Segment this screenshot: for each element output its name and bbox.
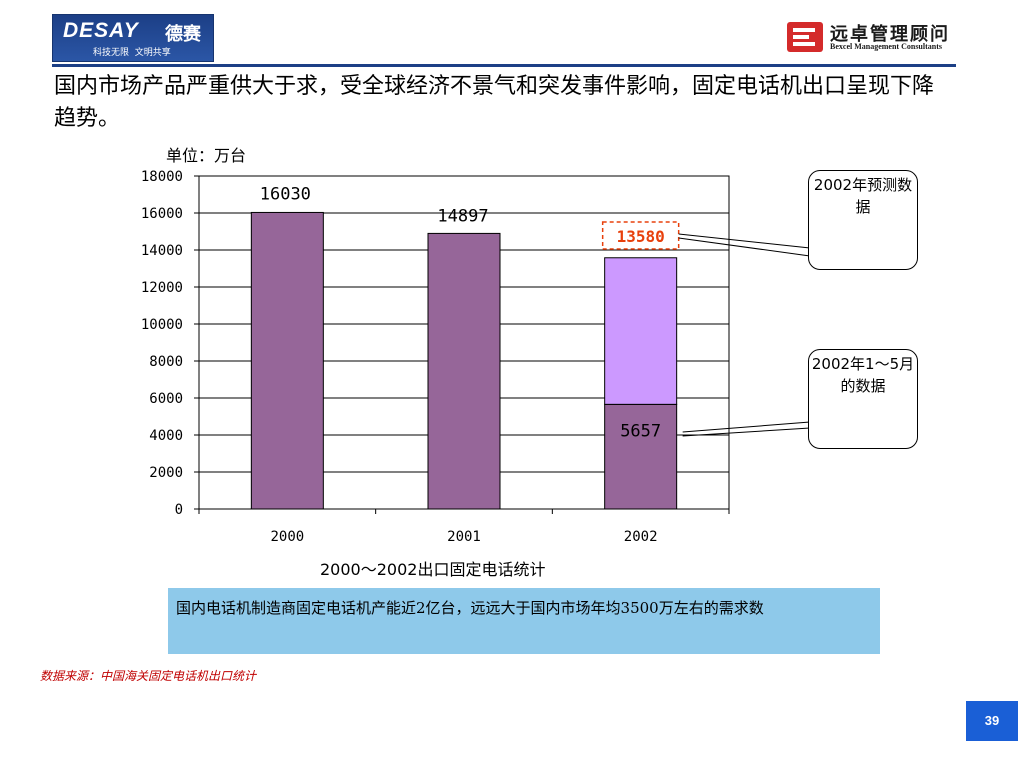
y-tick-label: 8000 bbox=[149, 354, 183, 370]
source-note: 数据来源：中国海关固定电话机出口统计 bbox=[40, 669, 257, 683]
callout-leaders bbox=[678, 233, 811, 437]
desay-logo-brand: DESAY bbox=[63, 19, 139, 42]
y-tick-label: 0 bbox=[175, 502, 183, 518]
bar-2001-series-1 bbox=[427, 232, 501, 510]
x-tick-label: 2000 bbox=[270, 529, 304, 545]
chart-bars bbox=[250, 211, 678, 510]
ytd-leader-line-1 bbox=[682, 421, 811, 433]
forecast-label-box bbox=[601, 221, 680, 250]
data-label-2000: 16030 bbox=[260, 184, 311, 204]
desay-logo-brand-cn: 德赛 bbox=[165, 24, 201, 45]
x-tick-label: 2002 bbox=[624, 529, 658, 545]
bar-2002-series-2 bbox=[604, 257, 678, 405]
y-axis-ticks: 0 2000 4000 6000 8000 10000 12000 14000 16000 180… bbox=[141, 169, 730, 518]
data-label-2001: 14897 bbox=[437, 206, 488, 226]
chart-caption: 2000～2002出口固定电话统计 bbox=[320, 560, 546, 579]
forecast-label: 13580 bbox=[617, 227, 665, 246]
callout-ytd: 2002年1～5月的数据 bbox=[808, 349, 918, 449]
bar-2000-series-1 bbox=[250, 211, 324, 510]
y-tick-label: 6000 bbox=[149, 391, 183, 407]
bexcel-logo-name-cn: 远卓管理顾问 bbox=[830, 24, 950, 45]
y-tick-label: 10000 bbox=[141, 317, 183, 333]
page-number: 39 bbox=[966, 701, 1018, 741]
ytd-leader-line-2 bbox=[682, 427, 811, 437]
x-axis-labels: 2000 2001 2002 bbox=[270, 529, 657, 545]
bexcel-logo-icon bbox=[787, 22, 823, 52]
bexcel-logo-name-en: Bexcel Management Consultants bbox=[830, 42, 942, 51]
x-tick-label: 2001 bbox=[447, 529, 481, 545]
data-label-2002: 5657 bbox=[620, 421, 661, 441]
header-divider bbox=[52, 64, 956, 67]
y-tick-label: 12000 bbox=[141, 280, 183, 296]
y-tick-label: 16000 bbox=[141, 206, 183, 222]
y-tick-label: 14000 bbox=[141, 243, 183, 259]
data-labels: 16030 14897 5657 13580 bbox=[260, 184, 680, 441]
forecast-leader-line-2 bbox=[678, 237, 811, 257]
y-tick-label: 4000 bbox=[149, 428, 183, 444]
chart-unit-label: 单位：万台 bbox=[166, 146, 247, 165]
bar-2002-series-1 bbox=[604, 403, 678, 510]
y-tick-label: 2000 bbox=[149, 465, 183, 481]
callout-forecast: 2002年预测数据 bbox=[808, 170, 918, 270]
y-tick-label: 18000 bbox=[141, 169, 183, 185]
desay-logo: DESAY 德赛 科技无限 文明共享 bbox=[52, 14, 214, 62]
desay-logo-slogan: 科技无限 文明共享 bbox=[93, 48, 171, 58]
slide-headline: 国内市场产品严重供大于求，受全球经济不景气和突发事件影响，固定电话机出口呈现下降… bbox=[54, 74, 935, 131]
forecast-leader-line-1 bbox=[678, 233, 811, 249]
summary-box: 国内电话机制造商固定电话机产能近2亿台，远远大于国内市场年均3500万左右的需求… bbox=[168, 588, 880, 654]
